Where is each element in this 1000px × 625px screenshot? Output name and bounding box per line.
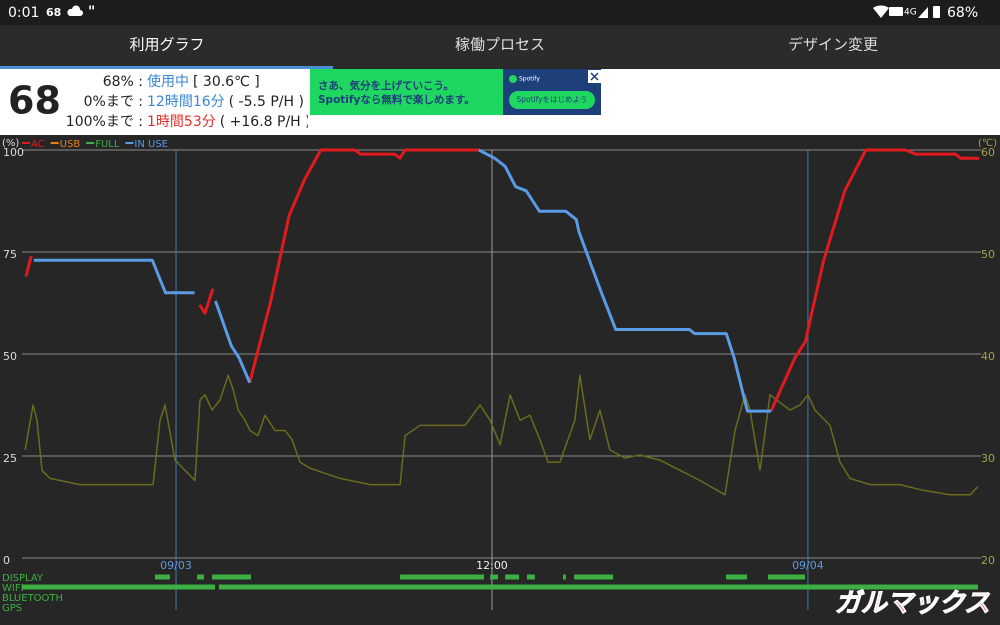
- ad-close-icon: [590, 72, 599, 81]
- status-time: 0:01: [8, 5, 39, 21]
- y2-axis-unit: (℃): [978, 138, 997, 149]
- summary-state: 使用中: [147, 73, 189, 90]
- summary-line: 12時間16分( -5.5 P/H ): [147, 94, 304, 110]
- ad-button-text[interactable]: Spotifyをはじめよう: [516, 95, 587, 104]
- summary-line: 使用中[ 30.6℃ ]: [147, 73, 260, 90]
- activity-bar: [767, 574, 806, 580]
- activity-bar: [22, 584, 215, 590]
- status-bar: [0, 0, 1000, 25]
- tab-indicator: [0, 66, 333, 69]
- activity-label: DISPLAY: [2, 573, 44, 584]
- battery-line: [33, 148, 772, 413]
- activity-bar: [505, 574, 520, 580]
- activity-bar: [197, 574, 204, 580]
- y-tick-label: 50: [3, 350, 17, 363]
- battery-line: [24, 148, 980, 412]
- activity-bar: [563, 574, 566, 580]
- cloud-icon: [67, 5, 83, 16]
- volte-icon: [889, 7, 903, 16]
- y-tick-label: 25: [3, 452, 17, 465]
- ad-text: Spotifyなら無料で楽しめます。: [318, 93, 475, 106]
- summary-label: 100%まで :: [66, 114, 143, 130]
- x-tick-label: 09/03: [160, 559, 192, 572]
- y2-tick-label: 20: [981, 554, 995, 567]
- activity-bar: [212, 574, 252, 580]
- summary-rate: ( +16.8 P/H ): [220, 114, 311, 130]
- activity-bar: [400, 574, 485, 580]
- status-battery: 68%: [947, 5, 978, 21]
- activity-bar: [726, 574, 748, 580]
- legend-label: FULL: [95, 139, 120, 150]
- y-tick-label: 100: [3, 146, 24, 159]
- activity-bar: [526, 574, 535, 580]
- summary-line: 1時間53分( +16.8 P/H ): [147, 114, 311, 130]
- summary-time: 1時間53分: [147, 114, 216, 130]
- activity-bar: [490, 574, 499, 580]
- summary-label: 68% :: [103, 74, 143, 90]
- activity-label: BLUETOOTH: [2, 593, 63, 604]
- tab[interactable]: デザイン変更: [788, 36, 878, 54]
- y2-tick-label: 50: [981, 248, 995, 261]
- x-tick-label: 09/04: [792, 559, 824, 572]
- summary-rate: ( -5.5 P/H ): [229, 94, 304, 110]
- watermark: ガルマックス: [835, 589, 990, 619]
- y-tick-label: 0: [3, 554, 10, 567]
- legend-label: AC: [31, 139, 45, 150]
- status-notification: 68: [46, 6, 61, 19]
- wifi-icon: [873, 5, 889, 18]
- ad-logo: [509, 75, 517, 83]
- temperature-line: [24, 374, 979, 496]
- x-tick-label: 12:00: [476, 559, 508, 572]
- tab[interactable]: 稼働プロセス: [455, 36, 545, 54]
- tab-bar: [0, 25, 1000, 68]
- battery-level: 68: [8, 79, 61, 123]
- network-icon: 4G: [904, 8, 917, 18]
- activity-bar: [154, 574, 170, 580]
- ad-brand: Spotify: [519, 76, 540, 83]
- ad-left: [310, 69, 503, 115]
- summary-temperature: [ 30.6℃ ]: [193, 74, 260, 90]
- activity-label: GPS: [2, 603, 22, 614]
- y-tick-label: 75: [3, 248, 17, 261]
- y2-tick-label: 30: [981, 452, 995, 465]
- signal-icon: [918, 7, 928, 18]
- summary-panel: [0, 69, 308, 135]
- legend-label: USB: [60, 139, 81, 150]
- y2-tick-label: 40: [981, 350, 995, 363]
- ad-banner[interactable]: さあ、気分を上げていこう。 Spotifyなら無料で楽しめます。 Spotify…: [310, 69, 601, 115]
- chart: (%) (℃) 0 25 50 75 100 20 30 40 50 60 09/03 12:00 09/0…: [2, 138, 997, 614]
- summary-time: 12時間16分: [147, 94, 225, 110]
- ad-text: さあ、気分を上げていこう。: [318, 79, 454, 92]
- activity-bar: [574, 574, 614, 580]
- tab[interactable]: 利用グラフ: [129, 36, 204, 54]
- ad-button[interactable]: [509, 91, 595, 109]
- summary-label: 0%まで :: [84, 94, 143, 110]
- quote-icon: ": [88, 4, 95, 20]
- activity-bar: [218, 584, 978, 590]
- activity-label: WIFI: [2, 583, 24, 594]
- y-axis-unit: (%): [2, 138, 19, 149]
- y2-tick-label: 60: [981, 146, 995, 159]
- legend-label: IN USE: [134, 139, 168, 150]
- battery-icon: [933, 6, 940, 18]
